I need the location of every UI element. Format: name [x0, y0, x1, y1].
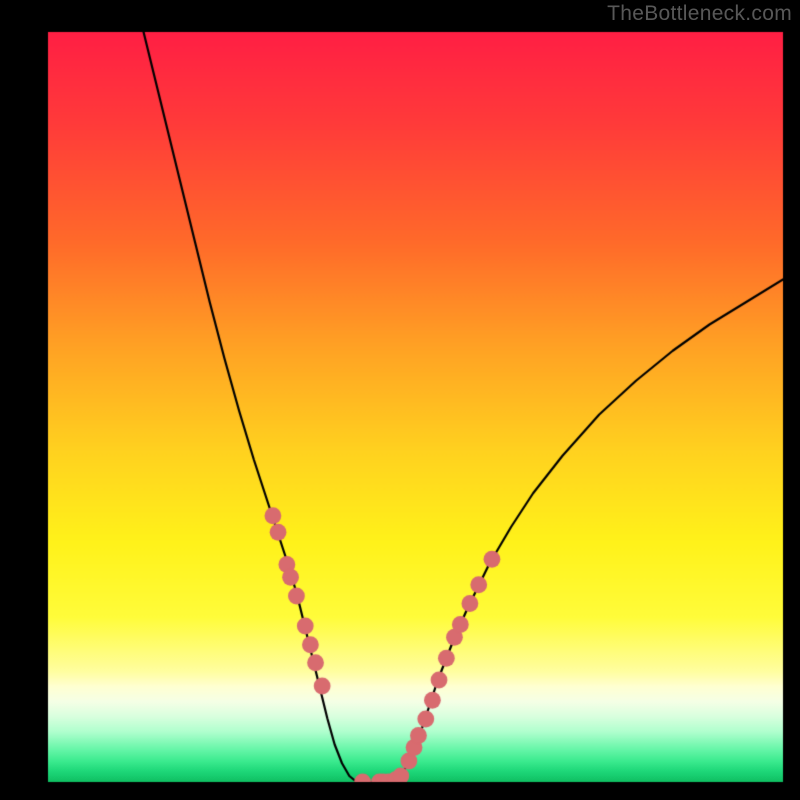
watermark-label: TheBottleneck.com — [607, 2, 792, 26]
bottleneck-curve-chart — [0, 0, 800, 800]
chart-stage: TheBottleneck.com — [0, 0, 800, 800]
